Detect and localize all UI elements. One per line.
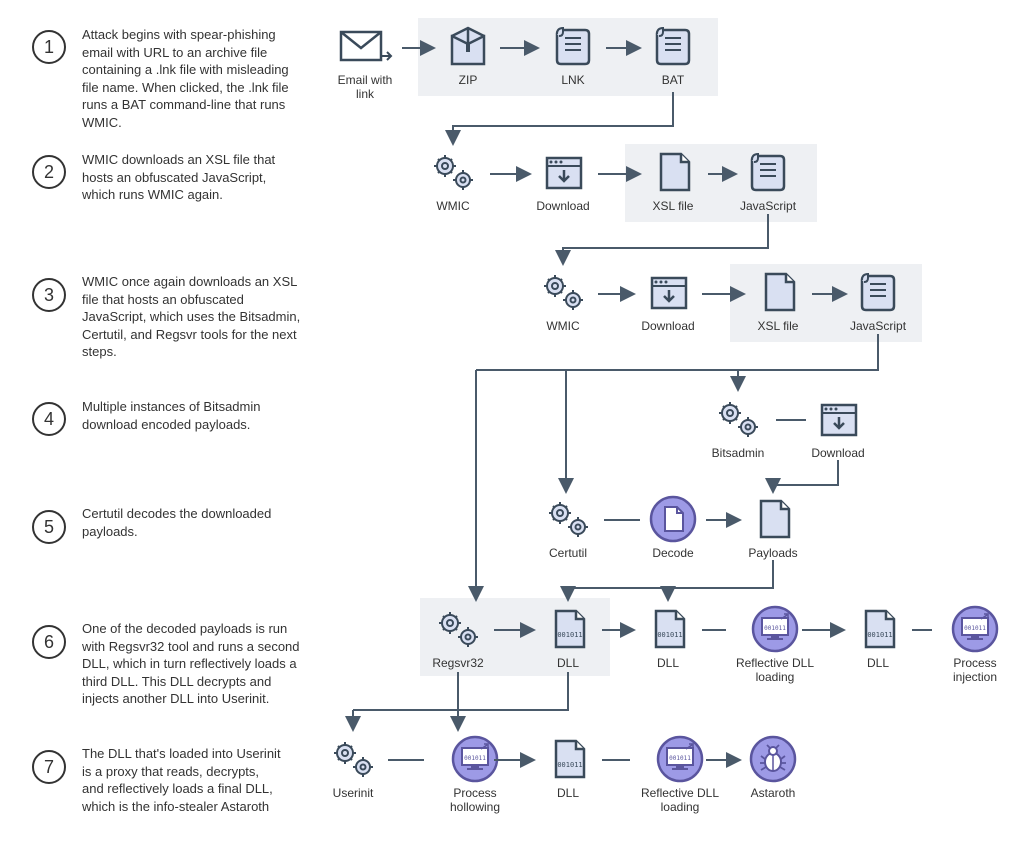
- gears-icon: [710, 395, 766, 443]
- monitor-icon: [747, 605, 803, 653]
- file-icon: [745, 495, 801, 543]
- node-decode: Decode: [645, 495, 701, 561]
- node-refl-r7: Reflective DLL loading: [635, 735, 725, 815]
- file-icon: [640, 605, 696, 653]
- node-download-r2: Download: [535, 148, 591, 214]
- label-lnk: LNK: [561, 74, 584, 88]
- label-wmic-r2: WMIC: [436, 200, 469, 214]
- label-wmic-r3: WMIC: [546, 320, 579, 334]
- label-regsvr32: Regsvr32: [432, 657, 483, 671]
- label-userinit: Userinit: [333, 787, 374, 801]
- node-js-r3: JavaScript: [850, 268, 906, 334]
- node-zip: ZIP: [440, 22, 496, 88]
- node-certutil: Certutil: [540, 495, 596, 561]
- gears-icon: [540, 495, 596, 543]
- gears-icon: [425, 148, 481, 196]
- download-icon: [535, 148, 591, 196]
- label-dll-r7: DLL: [557, 787, 579, 801]
- node-userinit: Userinit: [325, 735, 381, 801]
- step-1-number: 1: [32, 30, 66, 64]
- label-dll-r6c: DLL: [867, 657, 889, 671]
- download-icon: [640, 268, 696, 316]
- node-bitsadmin: Bitsadmin: [710, 395, 766, 461]
- label-decode: Decode: [652, 547, 693, 561]
- label-download-r4: Download: [811, 447, 864, 461]
- step-6-text: One of the decoded payloads is run with …: [82, 620, 302, 708]
- file-icon: [540, 735, 596, 783]
- step-5-number: 5: [32, 510, 66, 544]
- email-icon: [337, 22, 393, 70]
- step-3-number: 3: [32, 278, 66, 312]
- label-dll-r6a: DLL: [557, 657, 579, 671]
- node-xsl-r3: XSL file: [750, 268, 806, 334]
- node-astaroth: Astaroth: [745, 735, 801, 801]
- node-payloads: Payloads: [745, 495, 801, 561]
- label-xsl-r3: XSL file: [758, 320, 799, 334]
- label-js-r3: JavaScript: [850, 320, 906, 334]
- scroll-icon: [740, 148, 796, 196]
- file-icon: [645, 148, 701, 196]
- node-lnk: LNK: [545, 22, 601, 88]
- lnk-icon: [545, 22, 601, 70]
- label-email: Email with link: [330, 74, 400, 102]
- node-prochollow: Process hollowing: [430, 735, 520, 815]
- label-download-r3: Download: [641, 320, 694, 334]
- node-js-r2: JavaScript: [740, 148, 796, 214]
- label-prochollow: Process hollowing: [430, 787, 520, 815]
- label-astaroth: Astaroth: [751, 787, 796, 801]
- step-2-text: WMIC downloads an XSL file that hosts an…: [82, 151, 302, 204]
- label-refl-r7: Reflective DLL loading: [635, 787, 725, 815]
- step-7-number: 7: [32, 750, 66, 784]
- node-email: Email with link: [330, 22, 400, 102]
- node-dll-r6a: DLL: [540, 605, 596, 671]
- node-wmic-r2: WMIC: [425, 148, 481, 214]
- monitor-icon: [947, 605, 1003, 653]
- node-xsl-r2: XSL file: [645, 148, 701, 214]
- file-icon: [850, 605, 906, 653]
- node-dll-r6c: DLL: [850, 605, 906, 671]
- scroll-icon: [850, 268, 906, 316]
- gears-icon: [325, 735, 381, 783]
- label-payloads: Payloads: [748, 547, 797, 561]
- bug-icon: [745, 735, 801, 783]
- gears-icon: [535, 268, 591, 316]
- monitor-icon: [652, 735, 708, 783]
- node-dll-r6b: DLL: [640, 605, 696, 671]
- label-download-r2: Download: [536, 200, 589, 214]
- label-dll-r6b: DLL: [657, 657, 679, 671]
- file-icon: [540, 605, 596, 653]
- download-icon: [810, 395, 866, 443]
- step-7-text: The DLL that's loaded into Userinit is a…: [82, 745, 282, 815]
- node-dll-r7: DLL: [540, 735, 596, 801]
- gears-icon: [430, 605, 486, 653]
- label-xsl-r2: XSL file: [653, 200, 694, 214]
- label-certutil: Certutil: [549, 547, 587, 561]
- node-bat: BAT: [645, 22, 701, 88]
- step-4-text: Multiple instances of Bitsadmin download…: [82, 398, 302, 433]
- step-3-text: WMIC once again downloads an XSL file th…: [82, 273, 302, 361]
- step-5-text: Certutil decodes the downloaded payloads…: [82, 505, 302, 540]
- node-download-r3: Download: [640, 268, 696, 334]
- decode-icon: [645, 495, 701, 543]
- node-refl-r6: Reflective DLL loading: [730, 605, 820, 685]
- label-bitsadmin: Bitsadmin: [712, 447, 765, 461]
- label-procinj: Process injection: [935, 657, 1015, 685]
- monitor-icon: [447, 735, 503, 783]
- bat-icon: [645, 22, 701, 70]
- step-1-text: Attack begins with spear-phishing email …: [82, 26, 302, 131]
- step-2-number: 2: [32, 155, 66, 189]
- node-procinj: Process injection: [935, 605, 1015, 685]
- node-download-r4: Download: [810, 395, 866, 461]
- label-zip: ZIP: [459, 74, 478, 88]
- label-js-r2: JavaScript: [740, 200, 796, 214]
- step-4-number: 4: [32, 402, 66, 436]
- zip-icon: [440, 22, 496, 70]
- step-6-number: 6: [32, 625, 66, 659]
- node-regsvr32: Regsvr32: [430, 605, 486, 671]
- label-bat: BAT: [662, 74, 684, 88]
- label-refl-r6: Reflective DLL loading: [730, 657, 820, 685]
- node-wmic-r3: WMIC: [535, 268, 591, 334]
- file-icon: [750, 268, 806, 316]
